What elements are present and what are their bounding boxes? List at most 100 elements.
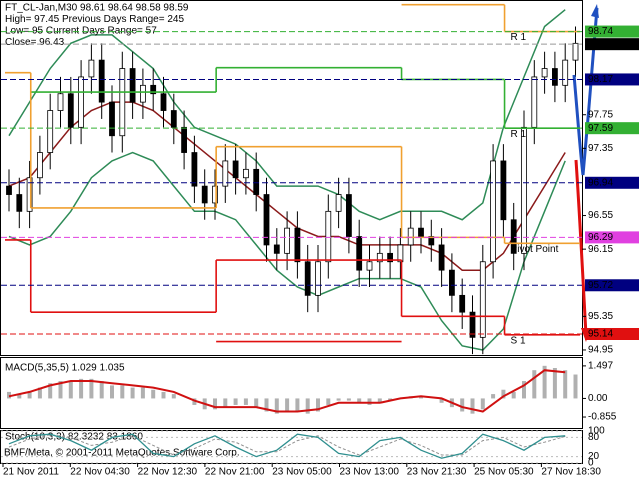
macd-bar	[17, 394, 22, 399]
macd-bar	[285, 398, 290, 412]
macd-bar	[233, 398, 238, 405]
candle-body	[335, 194, 342, 212]
macd-bar	[377, 398, 382, 403]
macd-bar	[573, 374, 578, 399]
macd-bar	[552, 368, 557, 399]
price-tag	[585, 231, 639, 244]
candle-body	[376, 252, 383, 263]
macd-bar	[213, 398, 217, 410]
candle-body	[47, 110, 54, 153]
candle-body	[562, 59, 569, 86]
stoch-main	[8, 433, 566, 459]
candle-body	[428, 236, 435, 246]
macd-bar	[480, 398, 485, 410]
macd-bar	[367, 398, 372, 405]
arrow-head	[591, 4, 599, 18]
candle-body	[407, 227, 414, 246]
macd-bar	[120, 385, 125, 399]
candle-body	[78, 76, 84, 128]
candle-body	[572, 42, 579, 61]
y-tick-label: 20	[588, 451, 600, 462]
macd-bar	[27, 391, 32, 399]
macd-bar	[563, 370, 568, 399]
info-box: FT_CL-Jan,M30 98.61 98.64 98.58 98.59Hig…	[5, 3, 189, 49]
price-tag-label: 95.14	[588, 329, 613, 340]
price-tag-label: 98.74	[588, 26, 613, 37]
macd-bar	[388, 398, 393, 401]
price-tag-label: 96.29	[588, 232, 613, 243]
candle-body	[284, 227, 291, 254]
level-label: Pivot Point	[511, 244, 559, 255]
macd-bar	[89, 378, 94, 399]
x-tick-label: 22 Nov 12:30	[138, 467, 198, 478]
price-tag-label: 98.59	[588, 39, 613, 50]
candle-body	[541, 68, 548, 78]
info-line: FT_CL-Jan,M30 98.61 98.64 98.58 98.59	[5, 3, 189, 14]
macd-bar	[161, 391, 166, 399]
macd-signal	[8, 369, 566, 413]
forecast-arrow-up	[572, 7, 599, 176]
macd-panel	[0, 357, 583, 429]
x-tick-label: 27 Nov 18:30	[541, 467, 601, 478]
x-tick-label: 22 Nov 21:00	[205, 467, 265, 478]
candle-body	[232, 160, 239, 179]
candle-body	[459, 294, 466, 313]
candle-body	[201, 185, 208, 204]
price-tag	[585, 73, 639, 86]
stoch-title: Stoch(10,3,3) 82.3232 83.1860	[5, 432, 143, 443]
candle-body	[88, 59, 95, 78]
candle-body	[98, 59, 105, 103]
candle-body	[212, 185, 218, 204]
macd-title: MACD(5,35,5) 1.029 1.035	[5, 363, 125, 374]
y-tick-label: -0.855	[588, 412, 617, 423]
x-tick-label: 22 Nov 04:30	[70, 467, 130, 478]
macd-bar	[192, 398, 197, 405]
macd-bar	[68, 381, 73, 399]
candle-body	[531, 76, 538, 128]
y-tick-label: 0.00	[588, 393, 608, 404]
macd-bar	[171, 394, 176, 399]
y-tick-label: 94.95	[588, 345, 613, 356]
candle-body	[253, 168, 260, 195]
candle-body	[57, 93, 64, 111]
candle-body	[273, 244, 280, 254]
candle-body	[469, 311, 476, 338]
macd-bar	[99, 381, 104, 399]
price-tag	[585, 122, 639, 135]
macd-bar	[419, 396, 423, 399]
macd-bar	[130, 387, 135, 399]
macd-bar	[243, 398, 248, 405]
x-tick-label: 23 Nov 05:00	[272, 467, 332, 478]
y-tick-label: 96.55	[588, 210, 613, 221]
candle-body	[552, 68, 558, 86]
y-tick-label: 95.35	[588, 311, 613, 322]
candle-body	[325, 210, 332, 263]
forecast-arrow-down	[574, 159, 588, 336]
price-tag	[585, 38, 639, 51]
price-tag	[585, 25, 639, 38]
macd-bar	[7, 391, 11, 399]
watermark: BMF/Meta, © 2001-2011 MetaQuotes Softwar…	[4, 448, 240, 459]
macd-bar	[254, 398, 259, 408]
macd-bar	[357, 398, 362, 403]
macd-bar	[326, 398, 331, 405]
macd-bar	[305, 398, 310, 414]
plot-layer	[6, 9, 579, 355]
price-tag	[585, 327, 639, 340]
candle-body	[387, 252, 394, 263]
candle-body	[160, 93, 167, 111]
candle-body	[16, 194, 23, 212]
candle-body	[6, 185, 12, 195]
price-tag	[585, 279, 639, 292]
candle-body	[418, 227, 424, 237]
price-tag-label: 96.94	[588, 177, 613, 188]
macd-bar	[470, 398, 475, 414]
macd-bar	[58, 381, 63, 399]
y-tick-label: 97.75	[588, 109, 613, 120]
macd-bar	[37, 387, 42, 399]
macd-bar	[316, 398, 320, 412]
macd-bar	[511, 391, 516, 399]
candle-body	[366, 261, 373, 271]
candle-body	[345, 194, 352, 237]
price-tag-label: 98.17	[588, 74, 613, 85]
